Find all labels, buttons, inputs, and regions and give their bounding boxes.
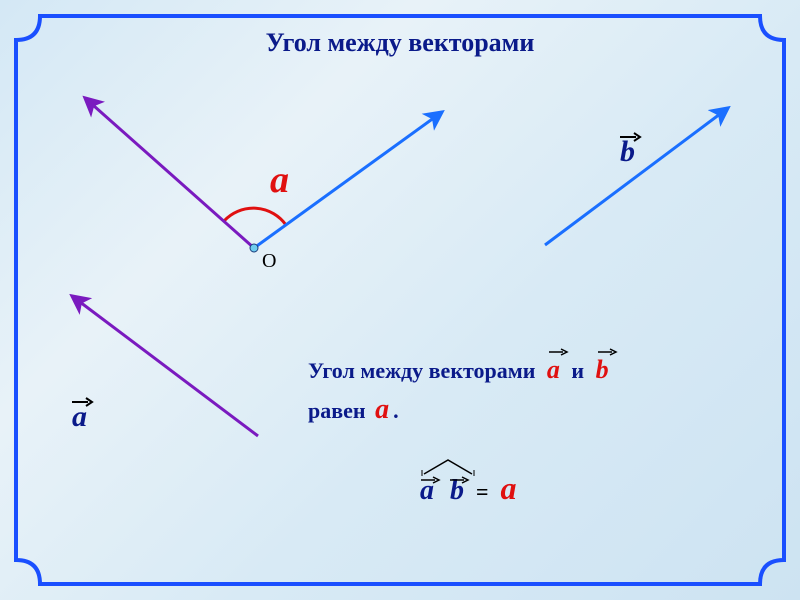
diagram-canvas [0,0,800,600]
sentence-vec-b: b [596,355,609,384]
origin-point [250,244,258,252]
alpha-label-main: a [270,158,289,202]
sentence: Угол между векторами a и b равен a. [308,350,615,431]
vector-a-label: a [72,400,87,434]
origin-label: О [262,250,276,273]
formula: a b = a [420,470,517,507]
sentence-vec-a: a [547,355,560,384]
sentence-part3: равен [308,398,366,423]
vector-a [72,296,258,436]
angle-arc [224,208,286,225]
vector-b-label: b [620,135,635,169]
vector-b [545,108,728,245]
sentence-part2: и [571,358,584,383]
formula-eq: = [476,479,489,504]
sentence-part1: Угол между векторами [308,358,535,383]
vector-purple-from-origin [85,98,254,248]
formula-alpha: a [501,470,517,506]
sentence-alpha: a [375,394,389,425]
